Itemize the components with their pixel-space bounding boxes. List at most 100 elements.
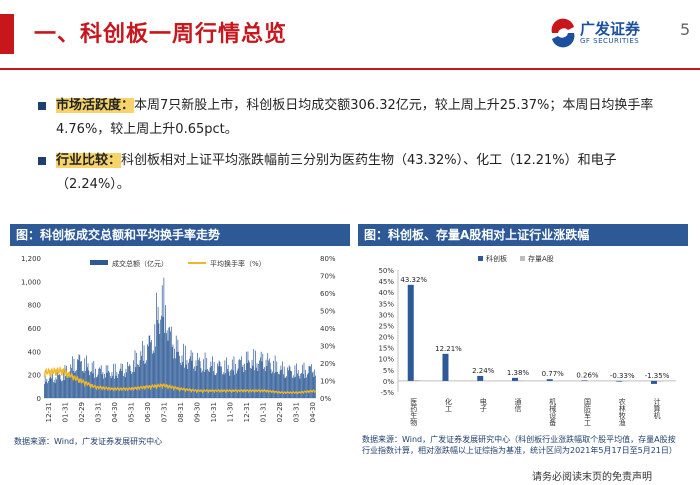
right-axis-tick: 0% xyxy=(320,395,331,403)
volume-bar xyxy=(292,377,293,398)
volume-bar xyxy=(60,379,62,398)
volume-bar xyxy=(208,371,210,398)
volume-bar xyxy=(173,358,175,398)
volume-bar xyxy=(228,371,230,398)
volume-bar xyxy=(293,377,295,398)
volume-bar xyxy=(175,335,177,398)
volume-bar xyxy=(222,372,224,398)
volume-bar xyxy=(156,292,157,398)
x-axis-tick: 03-31 xyxy=(95,402,103,422)
volume-bar xyxy=(226,357,227,398)
data-label: 0.26% xyxy=(576,371,599,379)
volume-bar xyxy=(242,364,244,398)
category-label: 国防军工 xyxy=(583,398,591,426)
volume-bar xyxy=(133,371,135,398)
volume-bar xyxy=(64,364,66,398)
data-label: 43.32% xyxy=(400,276,427,284)
volume-bar xyxy=(234,374,236,398)
bar-star-market xyxy=(511,377,518,381)
volume-bar xyxy=(262,353,264,398)
volume-bar xyxy=(301,364,303,398)
bar-star-market xyxy=(581,380,588,381)
volume-bar xyxy=(211,365,213,398)
volume-bar xyxy=(248,360,250,398)
volume-bar xyxy=(224,360,226,398)
volume-bar xyxy=(233,356,235,398)
category-label: 电子 xyxy=(479,397,487,412)
volume-bar xyxy=(209,367,211,398)
x-axis-tick: 07-31 xyxy=(161,402,169,422)
volume-bar xyxy=(161,285,163,398)
volume-bar xyxy=(267,353,269,398)
volume-bar xyxy=(245,370,246,398)
volume-bar xyxy=(200,368,202,398)
volume-bar xyxy=(51,378,53,398)
volume-bar xyxy=(201,372,203,398)
volume-bar xyxy=(264,370,266,398)
volume-bar xyxy=(168,327,170,398)
bullet-square-icon xyxy=(38,102,46,110)
volume-bar xyxy=(205,369,207,398)
volume-bar xyxy=(250,367,251,398)
volume-bar xyxy=(100,368,101,398)
data-label: -1.35% xyxy=(645,372,670,380)
volume-bar xyxy=(255,367,257,398)
volume-bar xyxy=(137,365,139,398)
volume-bar xyxy=(225,372,227,398)
bar-a-share xyxy=(656,380,663,382)
volume-bar xyxy=(81,370,83,398)
x-axis-tick: 06-30 xyxy=(144,402,152,422)
volume-bar xyxy=(175,358,176,398)
left-axis-tick: 1,200 xyxy=(21,255,41,263)
volume-bar xyxy=(250,368,252,398)
volume-bar xyxy=(240,360,241,398)
volume-bar xyxy=(195,360,197,398)
volume-bar xyxy=(259,357,261,398)
volume-bar xyxy=(180,362,181,398)
right-chart-source: 数据来源：Wind，广发证券发展研究中心（科创板行业涨跌幅取个股平均值，存量A股… xyxy=(362,435,677,455)
volume-bar xyxy=(286,376,288,398)
volume-bar xyxy=(219,361,221,398)
volume-bar xyxy=(313,376,315,398)
y-axis-tick: -5% xyxy=(380,389,394,397)
volume-bar xyxy=(69,371,71,398)
legend-star-label: 科创板 xyxy=(486,254,507,263)
category-label: 医药生物 xyxy=(410,398,418,427)
volume-bar xyxy=(271,373,273,398)
volume-bar xyxy=(124,377,126,398)
volume-bar xyxy=(58,375,59,398)
volume-bar xyxy=(133,360,134,398)
volume-bar xyxy=(190,350,192,398)
category-label: 通信 xyxy=(514,397,522,413)
volume-bar xyxy=(53,382,54,398)
left-axis-tick: 800 xyxy=(28,302,41,310)
volume-bar xyxy=(289,366,291,398)
left-axis-tick: 1,000 xyxy=(21,278,41,286)
volume-bar xyxy=(295,376,297,398)
volume-bar xyxy=(214,374,216,398)
volume-bar xyxy=(181,355,183,398)
volume-bar xyxy=(255,350,256,398)
left-axis-tick: 200 xyxy=(28,372,41,380)
volume-bar xyxy=(105,365,107,398)
volume-bar xyxy=(273,373,275,398)
volume-bar xyxy=(98,368,100,398)
volume-bar xyxy=(223,374,225,398)
y-axis-tick: 15% xyxy=(378,345,394,353)
volume-bar xyxy=(198,359,199,398)
volume-bar xyxy=(165,305,166,398)
volume-bar xyxy=(63,380,65,398)
volume-bar xyxy=(112,375,114,398)
volume-bar xyxy=(48,381,49,398)
volume-bar xyxy=(185,364,187,398)
volume-bar xyxy=(309,365,311,398)
volume-bar xyxy=(269,362,271,398)
title-bar: 一、科创板一周行情总览 xyxy=(0,14,700,70)
x-axis-tick: 12-31 xyxy=(243,402,251,422)
volume-bar xyxy=(128,366,129,398)
volume-bar xyxy=(135,367,137,398)
x-axis-tick: 02-28 xyxy=(276,402,284,422)
volume-bar xyxy=(94,377,95,398)
volume-bar xyxy=(213,361,215,398)
volume-bar xyxy=(263,368,264,398)
